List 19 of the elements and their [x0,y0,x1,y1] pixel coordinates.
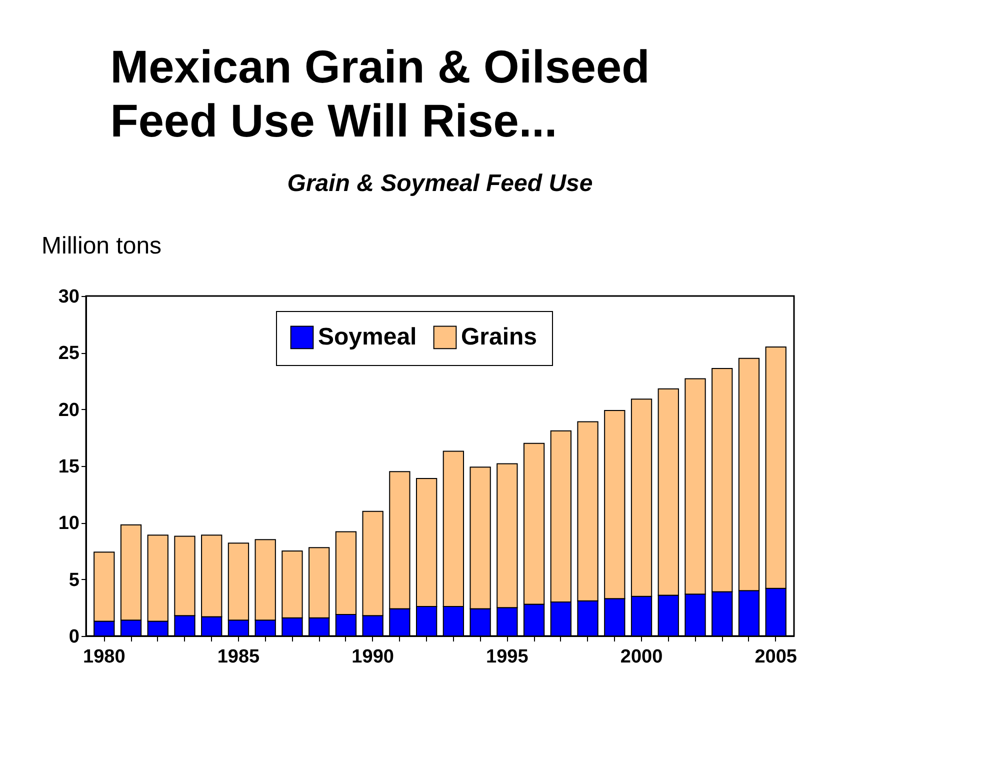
x-tick-label: 1980 [82,646,126,668]
y-axis-title: Million tons [42,232,162,260]
legend-label: Soymeal [318,323,417,350]
y-tick-label: 15 [58,456,80,478]
x-tick-label: 2005 [754,646,798,668]
x-tick-label: 1985 [217,646,260,668]
text: Feed Use Will Rise... [110,94,558,146]
y-tick-label: 30 [58,286,80,308]
y-tick-label: 10 [58,513,80,534]
y-tick-label: 25 [58,343,80,364]
x-tick-label: 2000 [620,646,663,668]
x-tick-label: 1990 [352,646,394,668]
x-tick-label: 1995 [486,646,529,668]
chart-subtitle: Grain & Soymeal Feed Use [287,170,593,197]
y-tick-label: 20 [58,400,80,421]
text: Mexican Grain & Oilseed [110,40,650,92]
legend-label: Grains [461,323,538,350]
y-tick-label: 5 [68,570,80,591]
y-tick-label: 0 [68,626,80,648]
